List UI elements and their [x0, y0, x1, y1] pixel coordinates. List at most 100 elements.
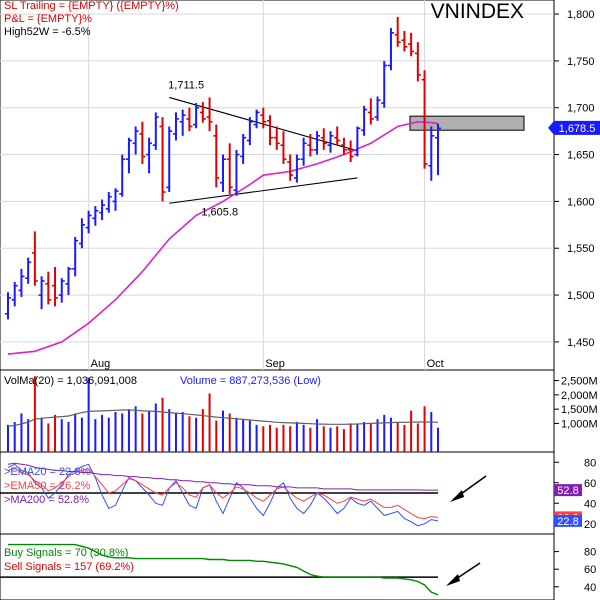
- candle-bar: [85, 210, 92, 234]
- candle-bar: [340, 137, 347, 155]
- pnl-label: P&L = {EMPTY}%: [4, 13, 92, 25]
- breadth-value-text: 52.8: [557, 485, 578, 497]
- candle-bar: [367, 98, 374, 125]
- candle-bar: [220, 154, 226, 193]
- candle-bar: [38, 276, 45, 310]
- sell-signals-legend: Sell Signals = 157 (69.2%): [4, 561, 134, 573]
- candle-bar: [314, 131, 321, 155]
- candle-bar: [287, 154, 294, 181]
- candle-bar: [5, 292, 11, 320]
- candle-bar: [172, 112, 179, 141]
- volma-label: VolMa(20) = 1,036,091,008: [4, 375, 137, 387]
- breadth-value-text: 22.8: [557, 516, 578, 528]
- price-tick-label: 1,700: [567, 103, 595, 115]
- candle-bar: [99, 199, 106, 221]
- candle-bar: [166, 126, 173, 193]
- signals-y-axis: 40 60 80: [554, 547, 596, 594]
- candle-bar: [260, 107, 267, 129]
- price-tick-label: 1,750: [567, 56, 595, 68]
- ema20-legend: >EMA20 = 22.8%: [4, 466, 90, 478]
- candle-bar: [428, 126, 435, 181]
- breadth-lines: [0, 462, 439, 527]
- candle-bar: [273, 126, 280, 150]
- breadth-tick-label: 40: [584, 498, 596, 510]
- sl-trailing-label: SL Trailing = {EMPTY} ({EMPTY}%): [4, 0, 179, 12]
- month-label: Aug: [91, 358, 111, 370]
- signals-tick-label: 40: [584, 582, 596, 594]
- candle-bar: [139, 121, 146, 164]
- candle-bar: [267, 115, 274, 146]
- ma200-legend: >MA200 = 52.8%: [4, 494, 89, 506]
- candle-bar: [401, 30, 408, 52]
- signals-tick-label: 60: [584, 564, 596, 576]
- candle-bar: [414, 42, 421, 82]
- last-price-badge: [548, 120, 600, 135]
- candle-bar: [206, 97, 213, 132]
- volume-y-axis: 1,000M 1,500M 2,000M 2,500M: [554, 376, 598, 430]
- candle-bar: [280, 131, 287, 164]
- candle-bar: [18, 268, 25, 297]
- volume-ma-line: [7, 409, 439, 427]
- candle-bar: [92, 206, 99, 226]
- candles: [5, 16, 441, 320]
- month-label: Sep: [265, 358, 285, 370]
- volume-ma-polyline: [7, 409, 439, 427]
- volume-bars: [7, 376, 439, 452]
- signals-tick-label: 80: [584, 547, 596, 559]
- candle-bar: [320, 128, 327, 150]
- candle-bar: [246, 117, 253, 146]
- candle-bar: [146, 137, 153, 174]
- candle-bar: [132, 126, 139, 155]
- candle-bar: [186, 107, 193, 132]
- price-annotation: 1,605.8: [201, 206, 238, 218]
- price-ma-line: [7, 120, 439, 355]
- high52w-label: High52W = -6.5%: [4, 26, 91, 38]
- buy-signals-line: [8, 543, 439, 596]
- candle-bar: [112, 188, 119, 211]
- candle-bar: [394, 16, 401, 47]
- breadth-tick-label: 60: [584, 478, 596, 490]
- candle-bar: [300, 137, 307, 166]
- candle-bar: [193, 103, 200, 129]
- signals-lines: [0, 543, 439, 596]
- candle-bar: [374, 96, 381, 121]
- candle-bar: [119, 154, 126, 197]
- candle-bar: [387, 28, 394, 71]
- candle-bar: [240, 133, 247, 164]
- candle-bar: [125, 137, 132, 174]
- symbol-title: VNINDEX: [431, 0, 524, 23]
- candle-bar: [347, 140, 354, 163]
- breadth-arrow-icon: [450, 475, 487, 502]
- price-grid: [0, 0, 554, 370]
- breadth-tick-label: 20: [584, 519, 596, 531]
- volume-tick-label: 1,500M: [561, 404, 598, 416]
- trendline: [169, 177, 358, 204]
- candle-bar: [52, 266, 59, 307]
- candle-bar: [58, 278, 65, 303]
- last-price-value: 1,678.5: [559, 123, 596, 135]
- price-tick-label: 1,550: [567, 243, 595, 255]
- candle-bar: [179, 109, 186, 136]
- candle-bar: [334, 126, 341, 146]
- breadth-series-line: [7, 462, 438, 491]
- breadth-value-badge: [554, 484, 582, 497]
- candle-bar: [381, 60, 388, 108]
- candle-bar: [233, 149, 240, 196]
- price-tick-label: 1,650: [567, 150, 595, 162]
- candle-bar: [213, 124, 220, 188]
- ma-polyline: [7, 120, 439, 355]
- candle-bar: [293, 154, 300, 183]
- candle-bar: [105, 192, 112, 213]
- breadth-series-line: [7, 463, 439, 527]
- price-annotation: 1,711.5: [168, 80, 204, 92]
- panel-frames: [0, 0, 555, 600]
- volume-tick-label: 1,000M: [561, 418, 598, 430]
- candle-bar: [65, 266, 72, 296]
- candle-bar: [11, 281, 18, 307]
- candle-bar: [253, 109, 260, 129]
- candle-bar: [25, 257, 32, 284]
- price-tick-label: 1,500: [567, 290, 595, 302]
- last-price-tag: 1,678.5: [548, 120, 600, 135]
- breadth-series-line: [7, 467, 439, 520]
